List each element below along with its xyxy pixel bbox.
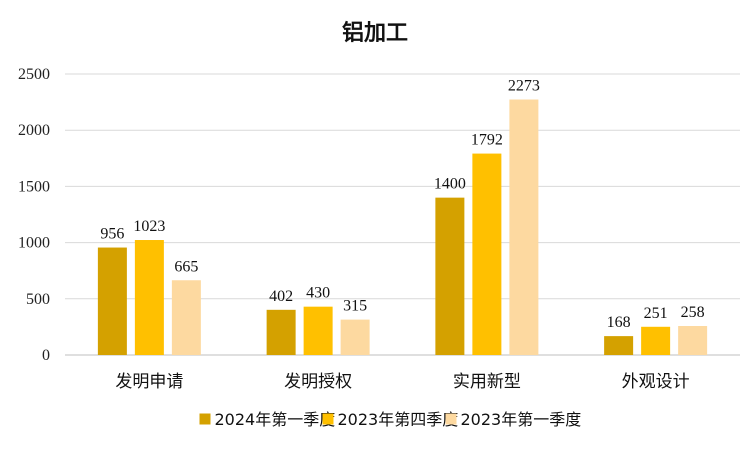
data-label: 1400 xyxy=(434,176,466,193)
legend-swatch xyxy=(199,413,211,425)
data-label: 2273 xyxy=(508,78,540,95)
x-tick-label: 发明授权 xyxy=(284,372,352,392)
bar xyxy=(641,326,671,355)
bar xyxy=(266,309,296,355)
y-tick-label: 2000 xyxy=(18,122,50,139)
data-label: 665 xyxy=(174,258,198,275)
y-tick-label: 1000 xyxy=(18,235,50,252)
data-label: 251 xyxy=(644,305,668,322)
chart-title: 铝加工 xyxy=(342,20,408,46)
legend-swatch xyxy=(445,413,457,425)
gridlines xyxy=(65,73,740,356)
x-axis-ticks: 发明申请 发明授权 实用新型 外观设计 xyxy=(115,372,689,392)
y-tick-label: 0 xyxy=(42,347,50,364)
y-tick-label: 500 xyxy=(26,291,50,308)
x-tick-label: 实用新型 xyxy=(453,372,521,392)
data-label: 168 xyxy=(607,314,631,331)
bar xyxy=(171,280,201,355)
legend-label: 2023年第一季度 xyxy=(461,410,582,429)
bar xyxy=(435,197,465,355)
y-tick-label: 2500 xyxy=(18,66,50,83)
legend-item: 2023年第四季度 xyxy=(322,410,459,429)
bar xyxy=(604,336,634,355)
data-label: 402 xyxy=(269,288,293,305)
bar xyxy=(678,326,708,355)
bar xyxy=(97,247,127,355)
legend-label: 2024年第一季度 xyxy=(215,410,336,429)
bar xyxy=(472,153,502,355)
bars xyxy=(97,99,708,355)
legend-label: 2023年第四季度 xyxy=(338,410,459,429)
x-tick-label: 发明申请 xyxy=(115,372,183,392)
x-tick-label: 外观设计 xyxy=(622,372,690,392)
data-label: 315 xyxy=(343,298,367,315)
legend-swatch xyxy=(322,413,334,425)
bar xyxy=(509,99,539,355)
data-label: 956 xyxy=(100,226,124,243)
y-axis-ticks: 0 500 1000 1500 2000 2500 xyxy=(18,66,50,364)
legend-item: 2024年第一季度 xyxy=(199,410,336,429)
data-label: 1792 xyxy=(471,132,503,149)
data-label: 1023 xyxy=(133,218,165,235)
legend: 2024年第一季度 2023年第四季度 2023年第一季度 xyxy=(199,410,582,429)
data-labels: 956 1023 665 402 430 315 1400 1792 2273 168 251 258 xyxy=(100,78,704,332)
bar xyxy=(134,240,164,355)
data-label: 430 xyxy=(306,285,330,302)
bar xyxy=(303,306,333,355)
y-tick-label: 1500 xyxy=(18,178,50,195)
data-label: 258 xyxy=(681,304,705,321)
bar xyxy=(340,319,370,355)
legend-item: 2023年第一季度 xyxy=(445,410,582,429)
